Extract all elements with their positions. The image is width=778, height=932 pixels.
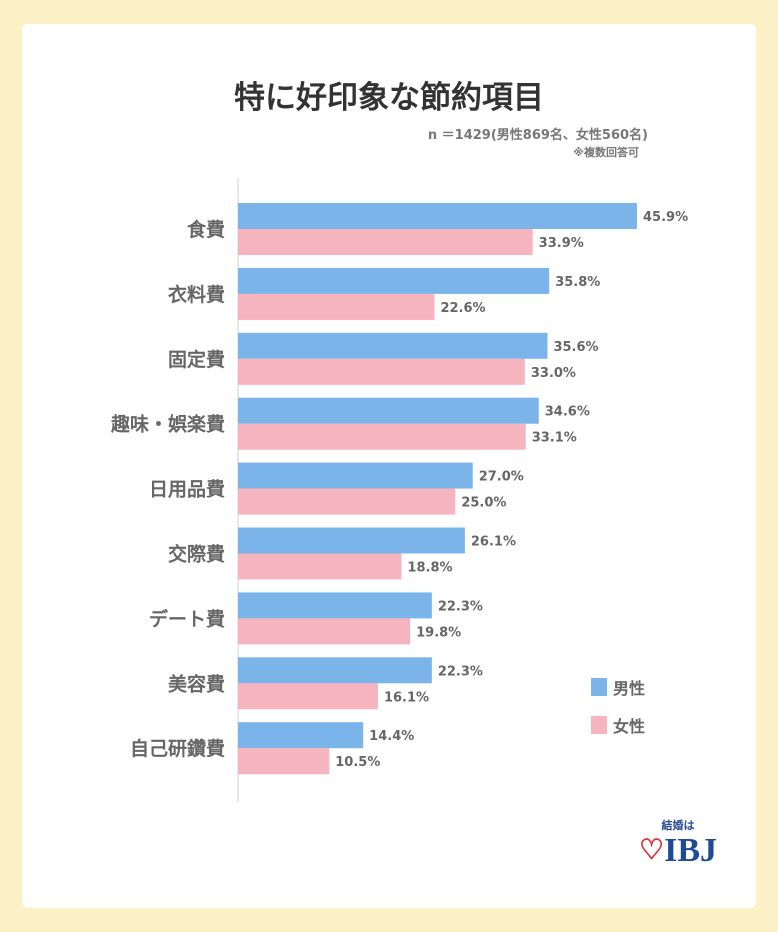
bar-female [238, 293, 435, 320]
data-label: 22.3% [438, 664, 483, 679]
bar-female [238, 618, 411, 645]
bar-male [238, 332, 548, 359]
data-label: 16.1% [384, 690, 429, 705]
data-label: 33.9% [539, 236, 584, 251]
bar-female [238, 423, 526, 450]
bar-male [238, 462, 473, 489]
sample-size: n ＝1429(男性869名、女性560名) [427, 128, 648, 143]
category-label: 固定費 [168, 348, 225, 371]
category-label: デート費 [149, 607, 225, 630]
logo-brand: IBJ [664, 832, 718, 869]
bar-male [238, 397, 539, 424]
bar-male [238, 592, 432, 619]
data-label: 22.3% [438, 599, 483, 614]
bar-male [238, 722, 364, 749]
legend-label: 女性 [613, 717, 645, 736]
bar-male [238, 657, 432, 684]
note: ※複数回答可 [573, 146, 639, 159]
bar-male [238, 203, 637, 229]
bar-female [238, 358, 525, 385]
data-label: 45.9% [643, 210, 688, 225]
bar-female [238, 488, 456, 515]
chart-title: 特に好印象な節約項目 [234, 80, 544, 116]
data-label: 33.1% [532, 431, 577, 446]
data-label: 26.1% [471, 535, 516, 550]
category-label: 食費 [187, 218, 225, 241]
data-label: 10.5% [335, 755, 380, 770]
legend-swatch [591, 678, 607, 696]
legend-swatch [591, 716, 607, 734]
category-label: 趣味・娯楽費 [110, 413, 225, 436]
category-label: 交際費 [168, 543, 225, 566]
category-label: 衣料費 [168, 283, 225, 306]
data-label: 33.0% [531, 366, 576, 381]
category-label: 日用品費 [149, 478, 225, 501]
category-label: 美容費 [168, 672, 225, 695]
data-label: 25.0% [461, 496, 506, 511]
data-label: 14.4% [369, 729, 414, 744]
legend-label: 男性 [613, 679, 645, 698]
bar-female [238, 683, 378, 710]
data-label: 34.6% [545, 405, 590, 420]
bar-female [238, 748, 330, 775]
data-label: 35.8% [555, 275, 600, 290]
data-label: 35.6% [553, 340, 598, 355]
bar-male [238, 267, 550, 294]
data-label: 22.6% [440, 301, 485, 316]
data-label: 19.8% [416, 625, 461, 640]
heart-icon: ♡ [638, 835, 665, 866]
ibj-logo: 結婚は ♡IBJ [628, 817, 728, 869]
data-label: 18.8% [407, 561, 452, 576]
bar-female [238, 229, 533, 255]
category-label: 自己研鑽費 [130, 737, 225, 760]
logo-tagline: 結婚は [661, 819, 695, 832]
data-label: 27.0% [479, 470, 524, 485]
bar-male [238, 527, 465, 554]
bar-female [238, 553, 402, 580]
